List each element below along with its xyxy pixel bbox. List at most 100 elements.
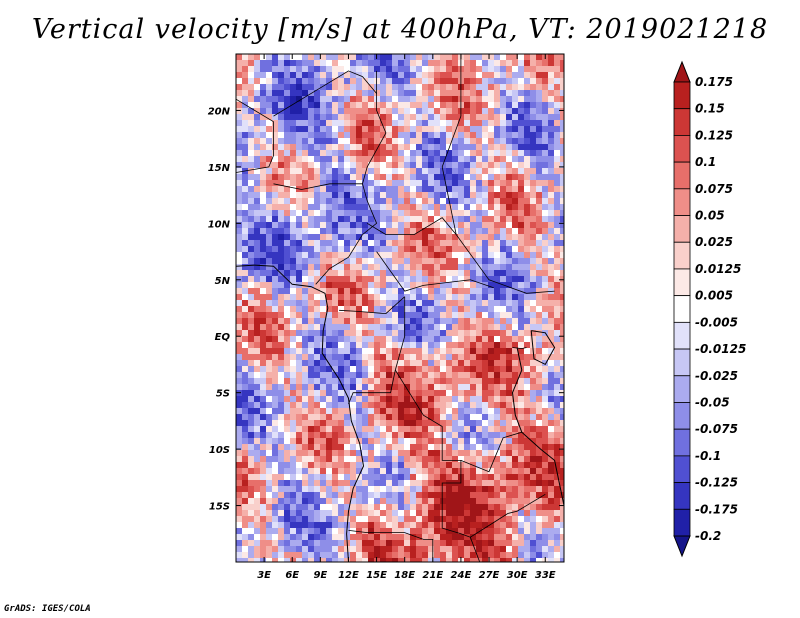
field-cell bbox=[446, 378, 452, 384]
field-cell bbox=[428, 168, 434, 174]
field-cell bbox=[560, 486, 564, 492]
field-cell bbox=[266, 180, 272, 186]
field-cell bbox=[374, 504, 380, 510]
field-cell bbox=[554, 492, 560, 498]
field-cell bbox=[284, 150, 290, 156]
field-cell bbox=[308, 96, 314, 102]
field-cell bbox=[500, 258, 506, 264]
field-cell bbox=[284, 78, 290, 84]
field-cell bbox=[398, 168, 404, 174]
field-cell bbox=[518, 126, 524, 132]
field-cell bbox=[302, 126, 308, 132]
field-cell bbox=[338, 510, 344, 516]
field-cell bbox=[272, 528, 278, 534]
field-cell bbox=[398, 132, 404, 138]
field-cell bbox=[512, 264, 518, 270]
field-cell bbox=[392, 222, 398, 228]
field-cell bbox=[242, 150, 248, 156]
field-cell bbox=[284, 342, 290, 348]
colorbar-label: -0.1 bbox=[695, 449, 721, 463]
field-cell bbox=[296, 432, 302, 438]
field-cell bbox=[548, 234, 554, 240]
field-cell bbox=[368, 522, 374, 528]
field-cell bbox=[260, 84, 266, 90]
field-cell bbox=[284, 468, 290, 474]
field-cell bbox=[308, 474, 314, 480]
field-cell bbox=[314, 354, 320, 360]
field-cell bbox=[332, 552, 338, 558]
field-cell bbox=[248, 516, 254, 522]
field-cell bbox=[428, 300, 434, 306]
field-cell bbox=[554, 120, 560, 126]
field-cell bbox=[434, 324, 440, 330]
field-cell bbox=[548, 150, 554, 156]
field-cell bbox=[494, 294, 500, 300]
field-cell bbox=[380, 186, 386, 192]
field-cell bbox=[236, 288, 242, 294]
field-cell bbox=[308, 282, 314, 288]
field-cell bbox=[332, 174, 338, 180]
field-cell bbox=[470, 402, 476, 408]
field-cell bbox=[380, 492, 386, 498]
field-cell bbox=[506, 306, 512, 312]
field-cell bbox=[278, 408, 284, 414]
field-cell bbox=[404, 282, 410, 288]
field-cell bbox=[530, 372, 536, 378]
field-cell bbox=[530, 210, 536, 216]
field-cell bbox=[464, 492, 470, 498]
field-cell bbox=[554, 480, 560, 486]
field-cell bbox=[356, 384, 362, 390]
field-cell bbox=[236, 306, 242, 312]
field-cell bbox=[548, 186, 554, 192]
field-cell bbox=[374, 162, 380, 168]
field-cell bbox=[260, 426, 266, 432]
field-cell bbox=[344, 108, 350, 114]
field-cell bbox=[428, 480, 434, 486]
field-cell bbox=[500, 384, 506, 390]
field-cell bbox=[326, 192, 332, 198]
field-cell bbox=[320, 120, 326, 126]
border-a bbox=[236, 98, 274, 173]
field-cell bbox=[464, 378, 470, 384]
field-cell bbox=[248, 486, 254, 492]
field-cell bbox=[530, 480, 536, 486]
field-cell bbox=[284, 282, 290, 288]
field-cell bbox=[374, 156, 380, 162]
field-cell bbox=[530, 384, 536, 390]
field-cell bbox=[242, 336, 248, 342]
field-cell bbox=[260, 96, 266, 102]
field-cell bbox=[386, 192, 392, 198]
field-cell bbox=[320, 540, 326, 546]
field-cell bbox=[500, 354, 506, 360]
field-cell bbox=[398, 558, 404, 562]
field-cell bbox=[320, 144, 326, 150]
field-cell bbox=[410, 72, 416, 78]
field-cell bbox=[236, 72, 242, 78]
field-cell bbox=[242, 60, 248, 66]
field-cell bbox=[530, 264, 536, 270]
field-cell bbox=[410, 126, 416, 132]
field-cell bbox=[308, 480, 314, 486]
field-cell bbox=[512, 504, 518, 510]
field-cell bbox=[548, 228, 554, 234]
field-cell bbox=[356, 444, 362, 450]
field-cell bbox=[362, 360, 368, 366]
field-cell bbox=[524, 354, 530, 360]
field-cell bbox=[506, 540, 512, 546]
field-cell bbox=[452, 120, 458, 126]
field-cell bbox=[236, 534, 242, 540]
field-cell bbox=[296, 270, 302, 276]
field-cell bbox=[260, 336, 266, 342]
field-cell bbox=[476, 420, 482, 426]
field-cell bbox=[254, 282, 260, 288]
field-cell bbox=[368, 462, 374, 468]
field-cell bbox=[482, 54, 488, 60]
field-cell bbox=[314, 216, 320, 222]
field-cell bbox=[530, 282, 536, 288]
field-cell bbox=[302, 558, 308, 562]
field-cell bbox=[512, 348, 518, 354]
field-cell bbox=[320, 450, 326, 456]
field-cell bbox=[440, 402, 446, 408]
field-cell bbox=[476, 84, 482, 90]
field-cell bbox=[326, 240, 332, 246]
